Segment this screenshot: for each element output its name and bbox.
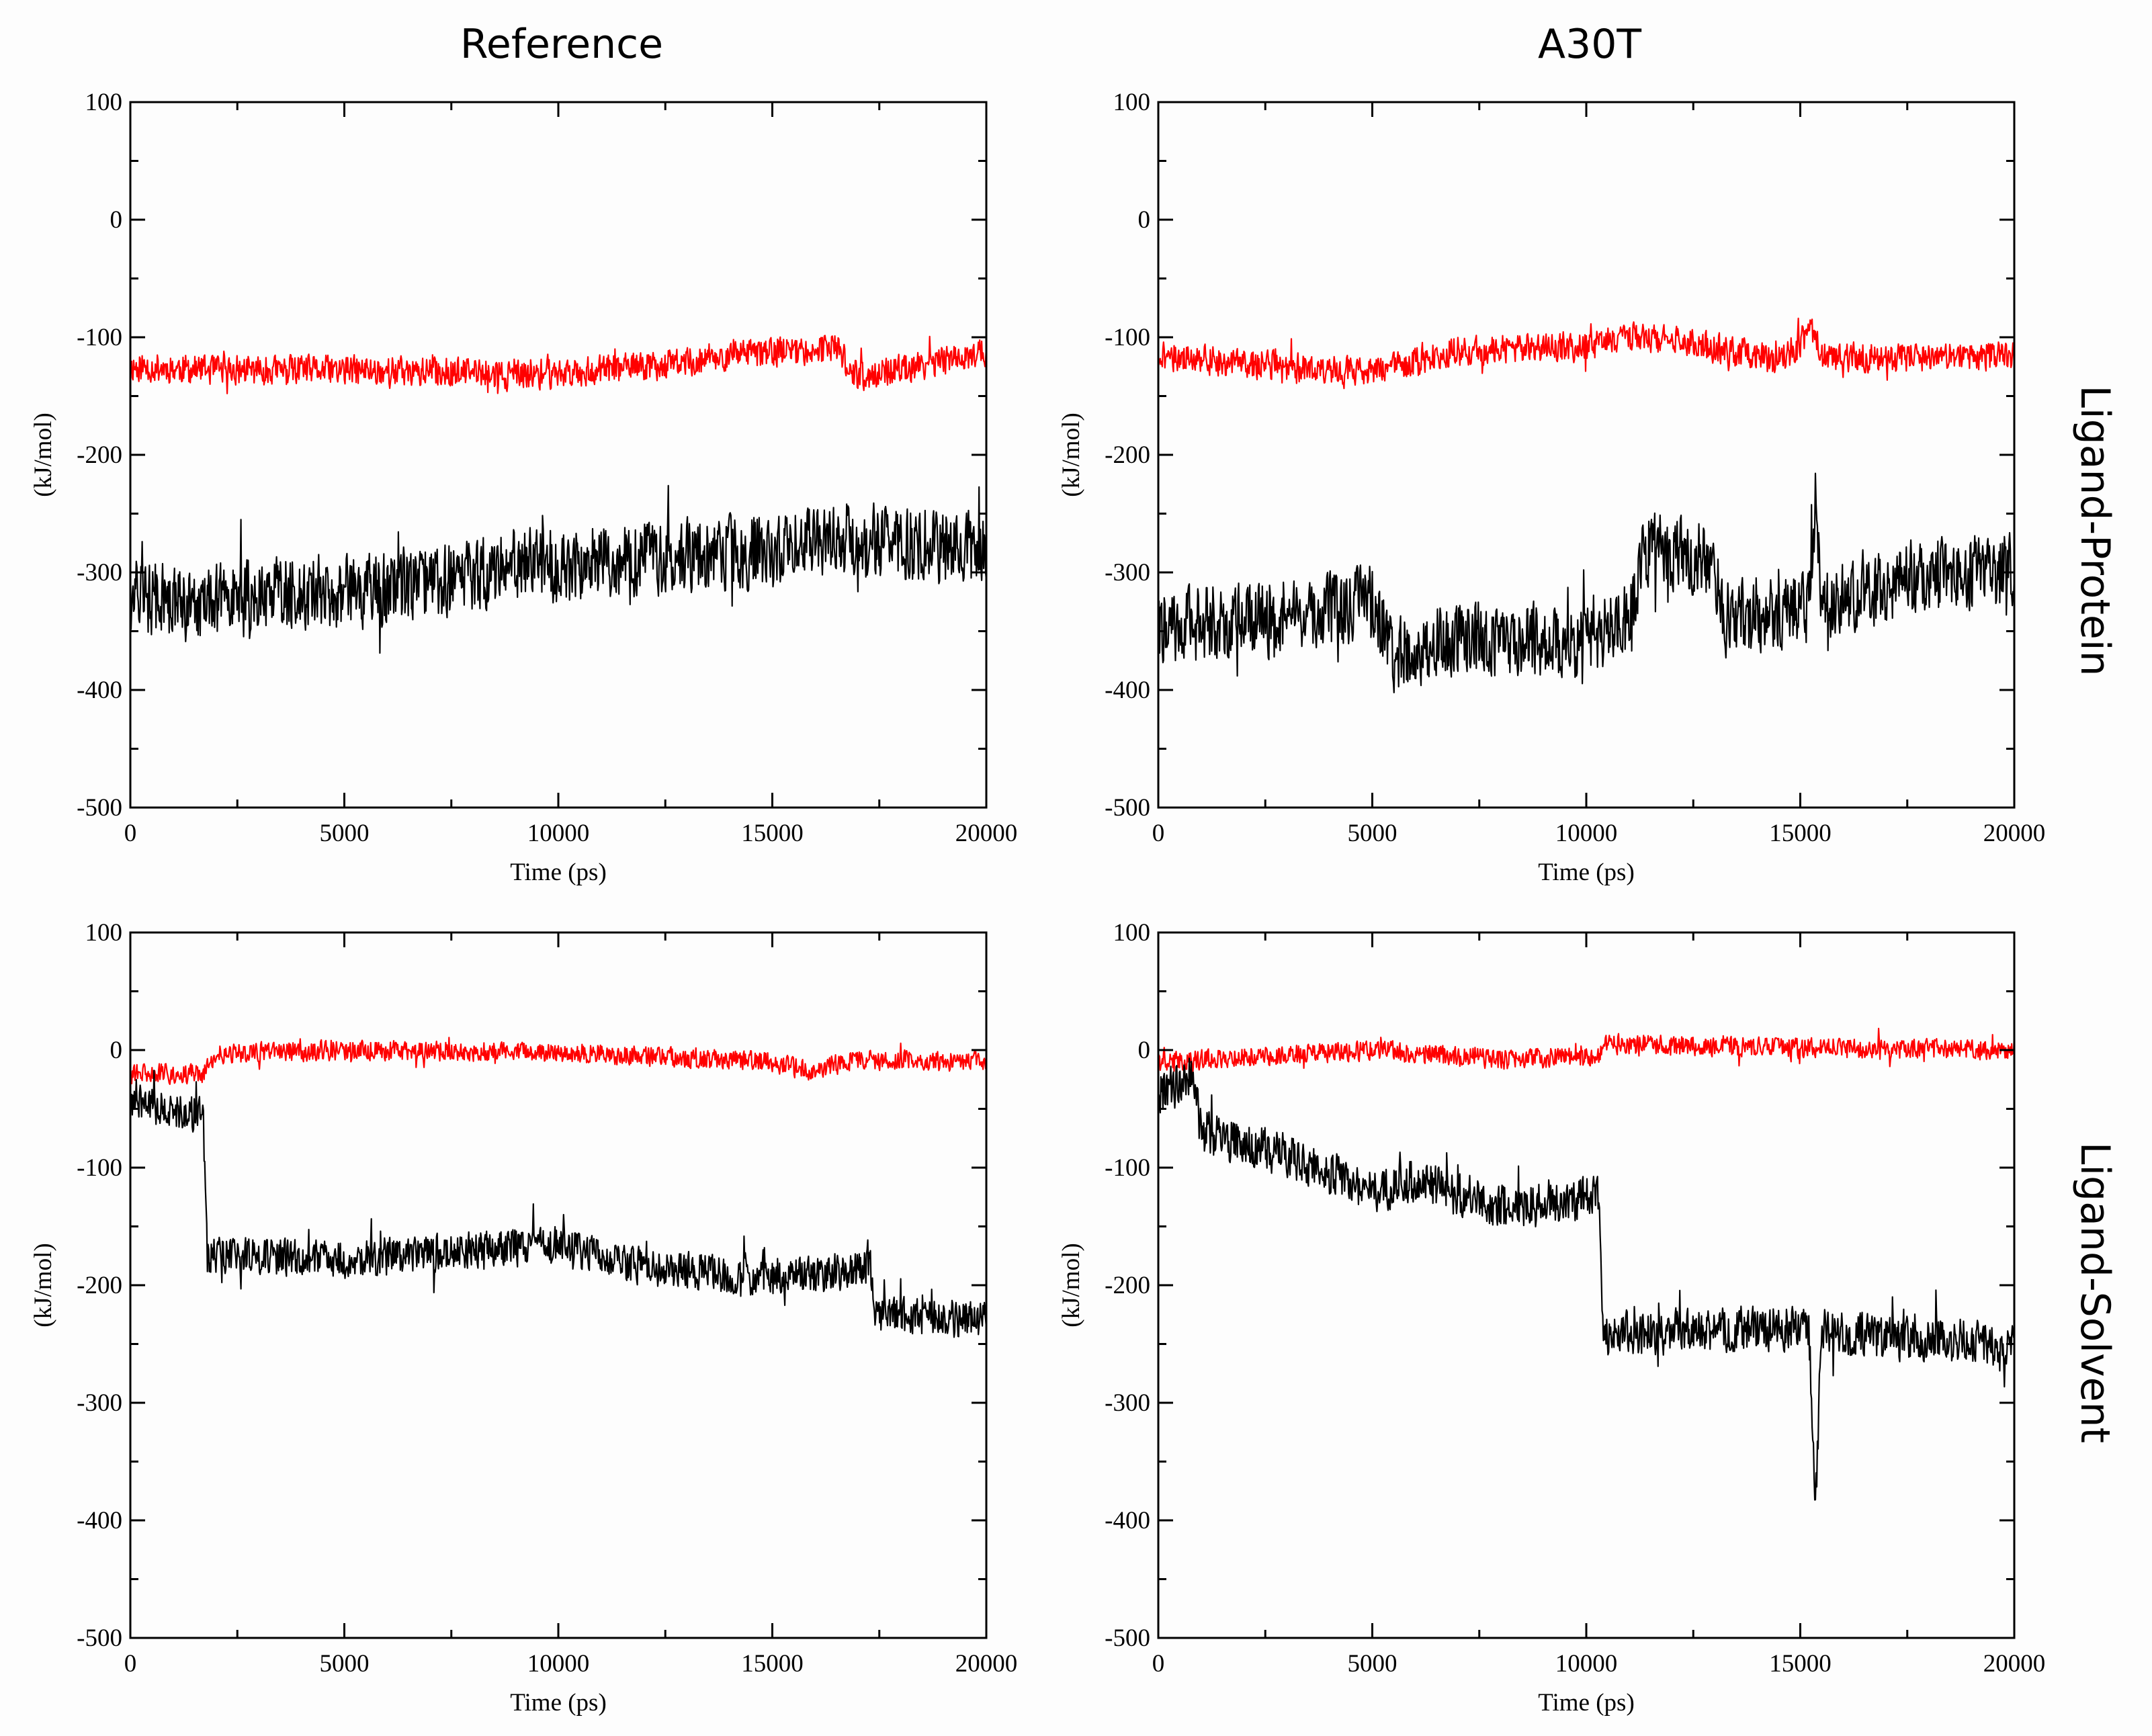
x-axis-label: Time (ps) bbox=[1538, 1689, 1635, 1717]
x-tick-label: 10000 bbox=[1555, 820, 1618, 847]
y-tick-label: -200 bbox=[1105, 1272, 1150, 1299]
x-tick-label: 10000 bbox=[527, 1650, 590, 1678]
x-axis-label: Time (ps) bbox=[510, 859, 607, 886]
y-tick-label: -200 bbox=[77, 441, 122, 469]
y-tick-label: -200 bbox=[77, 1272, 122, 1299]
column-title-reference: Reference bbox=[460, 21, 663, 68]
y-tick-label: -500 bbox=[1105, 1624, 1150, 1652]
y-axis-label: (kJ/mol) bbox=[1058, 1243, 1085, 1327]
x-tick-label: 0 bbox=[124, 1650, 137, 1678]
y-tick-label: 0 bbox=[1138, 1037, 1151, 1064]
column-title-a30t: A30T bbox=[1538, 21, 1641, 68]
y-tick-label: -300 bbox=[77, 559, 122, 587]
x-tick-label: 15000 bbox=[741, 820, 804, 847]
y-tick-label: -500 bbox=[1105, 794, 1150, 822]
series-line-red bbox=[1157, 1027, 2016, 1076]
x-tick-label: 20000 bbox=[955, 820, 1018, 847]
y-tick-label: -300 bbox=[1105, 559, 1150, 587]
y-axis-label: (kJ/mol) bbox=[1058, 413, 1085, 496]
y-tick-label: -100 bbox=[77, 1154, 122, 1182]
y-tick-label: -500 bbox=[77, 1624, 122, 1652]
y-tick-label: -300 bbox=[1105, 1389, 1150, 1417]
y-tick-label: -300 bbox=[77, 1389, 122, 1417]
panel-reference-ligand-protein: 0 5000 10000 15000 20000 100 0 -100 -200 -300 -400… bbox=[30, 89, 1017, 886]
series-line-red bbox=[1157, 317, 2016, 390]
x-tick-label: 20000 bbox=[955, 1650, 1018, 1678]
x-axis-label: Time (ps) bbox=[510, 1689, 607, 1717]
y-axis-label: (kJ/mol) bbox=[30, 1243, 57, 1327]
y-tick-label: -200 bbox=[1105, 441, 1150, 469]
panel-reference-ligand-solvent: 0 5000 10000 15000 20000 100 0 -100 -200 -300 -400… bbox=[30, 919, 1017, 1717]
series-line-black bbox=[1157, 1057, 2015, 1501]
y-tick-label: -500 bbox=[77, 794, 122, 822]
x-tick-label: 10000 bbox=[1555, 1650, 1618, 1678]
series-line-black bbox=[1157, 472, 2016, 693]
panel-a30t-ligand-protein: 0 5000 10000 15000 20000 100 0 -100 -200 -300 -400… bbox=[1058, 89, 2045, 886]
y-tick-label: -100 bbox=[77, 324, 122, 351]
x-axis-label: Time (ps) bbox=[1538, 859, 1635, 886]
x-tick-label: 15000 bbox=[1769, 820, 1832, 847]
x-tick-label: 0 bbox=[1152, 820, 1165, 847]
y-tick-label: 100 bbox=[85, 89, 123, 116]
row-title-ligand-solvent: Ligand-Solvent bbox=[2071, 1142, 2118, 1443]
y-tick-label: -400 bbox=[77, 1507, 122, 1534]
series-line-black bbox=[129, 1070, 988, 1338]
y-tick-label: -100 bbox=[1105, 1154, 1150, 1182]
y-tick-label: 0 bbox=[110, 206, 123, 234]
x-tick-label: 5000 bbox=[1348, 1650, 1397, 1678]
y-tick-label: 100 bbox=[1113, 919, 1151, 947]
series-line-black bbox=[129, 484, 988, 654]
y-tick-label: -400 bbox=[77, 677, 122, 704]
x-tick-label: 10000 bbox=[527, 820, 590, 847]
y-tick-label: 100 bbox=[85, 919, 123, 947]
panel-a30t-ligand-solvent: 0 5000 10000 15000 20000 100 0 -100 -200 -300 -400… bbox=[1058, 919, 2045, 1717]
x-tick-label: 0 bbox=[124, 820, 137, 847]
y-tick-label: 0 bbox=[110, 1037, 123, 1064]
y-tick-label: -100 bbox=[1105, 324, 1150, 351]
series-line-red bbox=[129, 1037, 988, 1085]
series-line-red bbox=[129, 335, 988, 394]
y-tick-label: -400 bbox=[1105, 677, 1150, 704]
x-tick-label: 20000 bbox=[1983, 820, 2046, 847]
x-tick-label: 5000 bbox=[320, 1650, 370, 1678]
y-axis-label: (kJ/mol) bbox=[30, 413, 57, 496]
y-tick-label: 100 bbox=[1113, 89, 1151, 116]
x-tick-label: 5000 bbox=[320, 820, 370, 847]
x-tick-label: 20000 bbox=[1983, 1650, 2046, 1678]
x-tick-label: 0 bbox=[1152, 1650, 1165, 1678]
x-tick-label: 15000 bbox=[741, 1650, 804, 1678]
x-tick-label: 15000 bbox=[1769, 1650, 1832, 1678]
x-tick-label: 5000 bbox=[1348, 820, 1397, 847]
y-tick-label: -400 bbox=[1105, 1507, 1150, 1534]
row-title-ligand-protein: Ligand-Protein bbox=[2071, 385, 2118, 676]
y-tick-label: 0 bbox=[1138, 206, 1151, 234]
